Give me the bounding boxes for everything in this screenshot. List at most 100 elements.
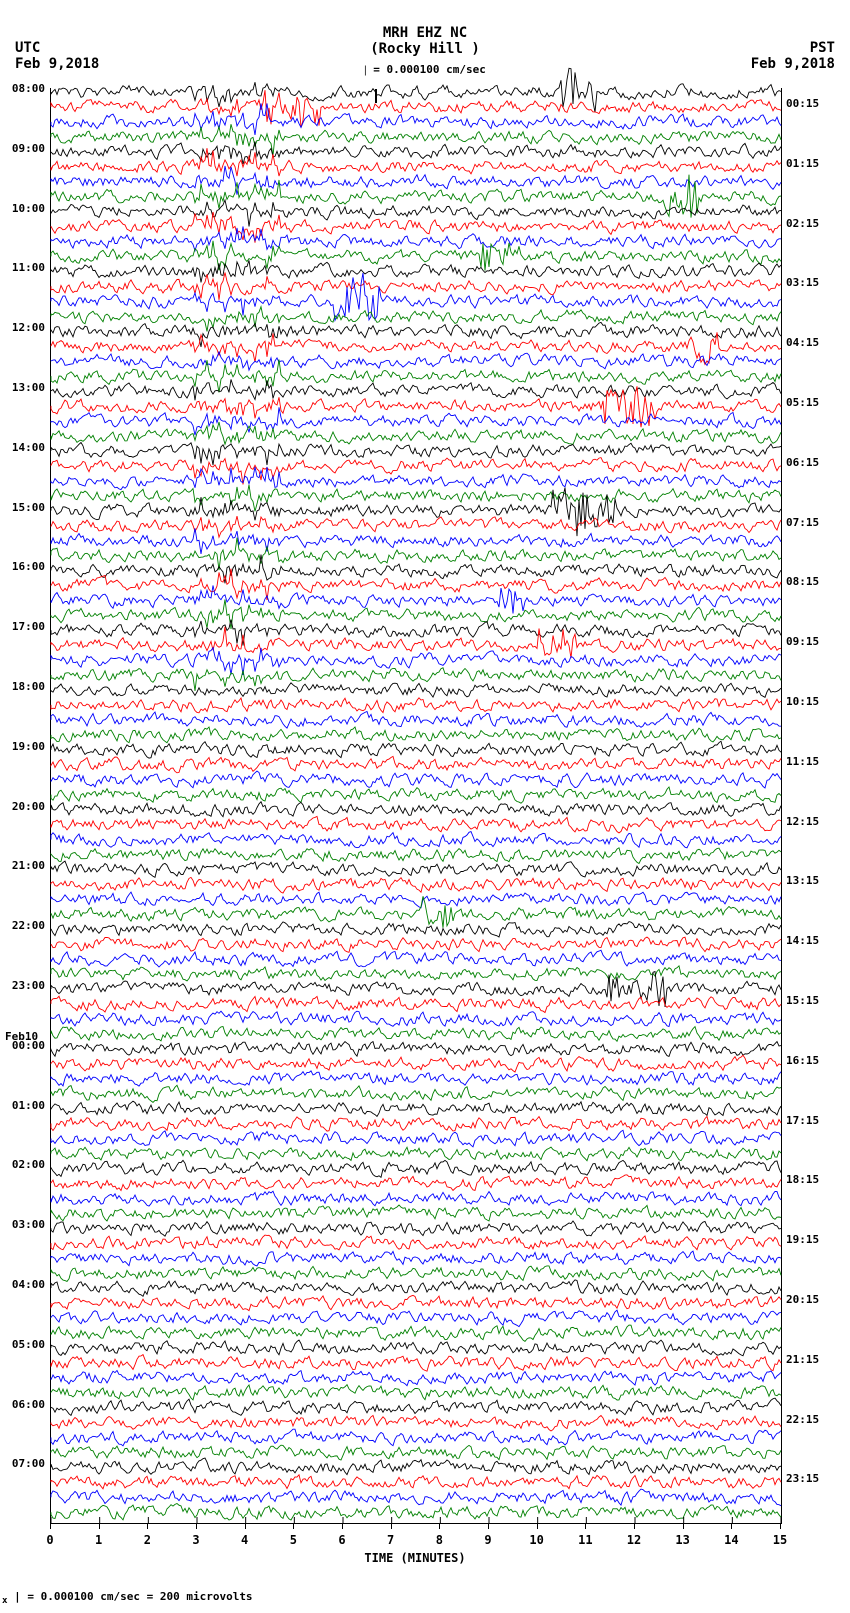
waveform-trace (51, 877, 781, 893)
waveform-trace (51, 1101, 781, 1116)
waveform-trace (51, 600, 781, 630)
x-tick-label: 9 (484, 1533, 491, 1547)
utc-hour-label: 12:00 (12, 322, 45, 333)
x-tick (99, 1523, 100, 1529)
waveform-trace (51, 1340, 781, 1356)
x-tick (780, 1523, 781, 1529)
x-tick (731, 1523, 732, 1529)
pst-hour-label: 12:15 (786, 816, 819, 827)
x-tick-label: 15 (773, 1533, 787, 1547)
waveform-trace (51, 175, 781, 218)
waveform-trace (51, 322, 781, 347)
waveform-trace (51, 972, 781, 1008)
x-tick (293, 1523, 294, 1529)
x-tick-label: 7 (387, 1533, 394, 1547)
waveform-trace (51, 407, 781, 435)
seismogram-plot (50, 88, 782, 1524)
utc-hour-label: 23:00 (12, 980, 45, 991)
waveform-trace (51, 443, 781, 466)
waveform-trace (51, 1280, 781, 1296)
footer-scale: x | = 0.000100 cm/sec = 200 microvolts (2, 1590, 253, 1606)
pst-hour-label: 06:15 (786, 457, 819, 468)
waveform-trace (51, 1416, 781, 1432)
seismogram-container: MRH EHZ NC (Rocky Hill ) | = 0.000100 cm… (0, 0, 850, 1613)
waveform-trace (51, 1385, 781, 1400)
utc-hour-label: 01:00 (12, 1100, 45, 1111)
utc-hour-label: 18:00 (12, 681, 45, 692)
waveform-trace (51, 386, 781, 427)
tz-right-date: Feb 9,2018 (751, 56, 835, 72)
pst-hour-label: 22:15 (786, 1414, 819, 1425)
utc-hour-label: 17:00 (12, 621, 45, 632)
waveform-trace (51, 620, 781, 646)
waveform-trace (51, 227, 781, 251)
pst-hour-label: 09:15 (786, 636, 819, 647)
waveform-trace (51, 212, 781, 243)
x-tick (245, 1523, 246, 1529)
pst-hour-label: 08:15 (786, 576, 819, 587)
pst-hour-label: 17:15 (786, 1115, 819, 1126)
x-tick-label: 6 (338, 1533, 345, 1547)
waveform-trace (51, 816, 781, 833)
waveform-trace (51, 1130, 781, 1147)
x-tick-label: 10 (529, 1533, 543, 1547)
waveform-trace (51, 1458, 781, 1475)
utc-hour-label: 00:00 (12, 1040, 45, 1051)
x-axis: TIME (MINUTES) 0123456789101112131415 (50, 1523, 780, 1563)
utc-hour-label: 10:00 (12, 203, 45, 214)
waveform-trace (51, 352, 781, 370)
x-tick-label: 4 (241, 1533, 248, 1547)
waveform-trace (51, 848, 781, 864)
x-tick (439, 1523, 440, 1529)
waveform-trace (51, 832, 781, 848)
pst-hour-label: 14:15 (786, 935, 819, 946)
waveform-trace (51, 467, 781, 490)
waveform-trace (51, 1371, 781, 1386)
waveform-trace (51, 950, 781, 967)
utc-hour-label: 02:00 (12, 1159, 45, 1170)
waveform-trace (51, 1310, 781, 1326)
utc-hour-label: 08:00 (12, 83, 45, 94)
utc-hour-label: 09:00 (12, 143, 45, 154)
waveform-trace (51, 787, 781, 803)
waveform-trace (51, 555, 781, 584)
waveform-trace (51, 273, 781, 300)
station-name: (Rocky Hill ) (0, 41, 850, 57)
scale-label: | = 0.000100 cm/sec (0, 63, 850, 76)
waveform-trace (51, 1071, 781, 1086)
waveform-traces (51, 88, 781, 1523)
pst-hour-label: 19:15 (786, 1234, 819, 1245)
waveform-trace (51, 1055, 781, 1072)
pst-hour-label: 16:15 (786, 1055, 819, 1066)
waveform-trace (51, 892, 781, 908)
waveform-trace (51, 996, 781, 1012)
timezone-left: UTC Feb 9,2018 (15, 40, 99, 72)
x-tick-label: 11 (578, 1533, 592, 1547)
waveform-trace (51, 727, 781, 743)
waveform-trace (51, 627, 781, 658)
waveform-trace (51, 922, 781, 937)
utc-hour-label: 21:00 (12, 860, 45, 871)
x-tick (342, 1523, 343, 1529)
pst-hour-label: 23:15 (786, 1473, 819, 1484)
utc-hour-label: 19:00 (12, 741, 45, 752)
tz-right-label: PST (751, 40, 835, 56)
pst-hour-label: 18:15 (786, 1174, 819, 1185)
x-tick-label: 2 (144, 1533, 151, 1547)
waveform-trace (51, 1429, 781, 1446)
waveform-trace (51, 648, 781, 675)
pst-hour-label: 04:15 (786, 337, 819, 348)
waveform-trace (51, 1489, 781, 1506)
pst-hour-label: 21:15 (786, 1354, 819, 1365)
x-tick-label: 12 (627, 1533, 641, 1547)
waveform-trace (51, 307, 781, 332)
waveform-trace (51, 1251, 781, 1266)
x-tick (196, 1523, 197, 1529)
waveform-trace (51, 260, 781, 282)
pst-hour-label: 15:15 (786, 995, 819, 1006)
x-tick (634, 1523, 635, 1529)
x-tick-label: 0 (46, 1533, 53, 1547)
x-tick (683, 1523, 684, 1529)
waveform-trace (51, 586, 781, 614)
waveform-trace (51, 1266, 781, 1282)
